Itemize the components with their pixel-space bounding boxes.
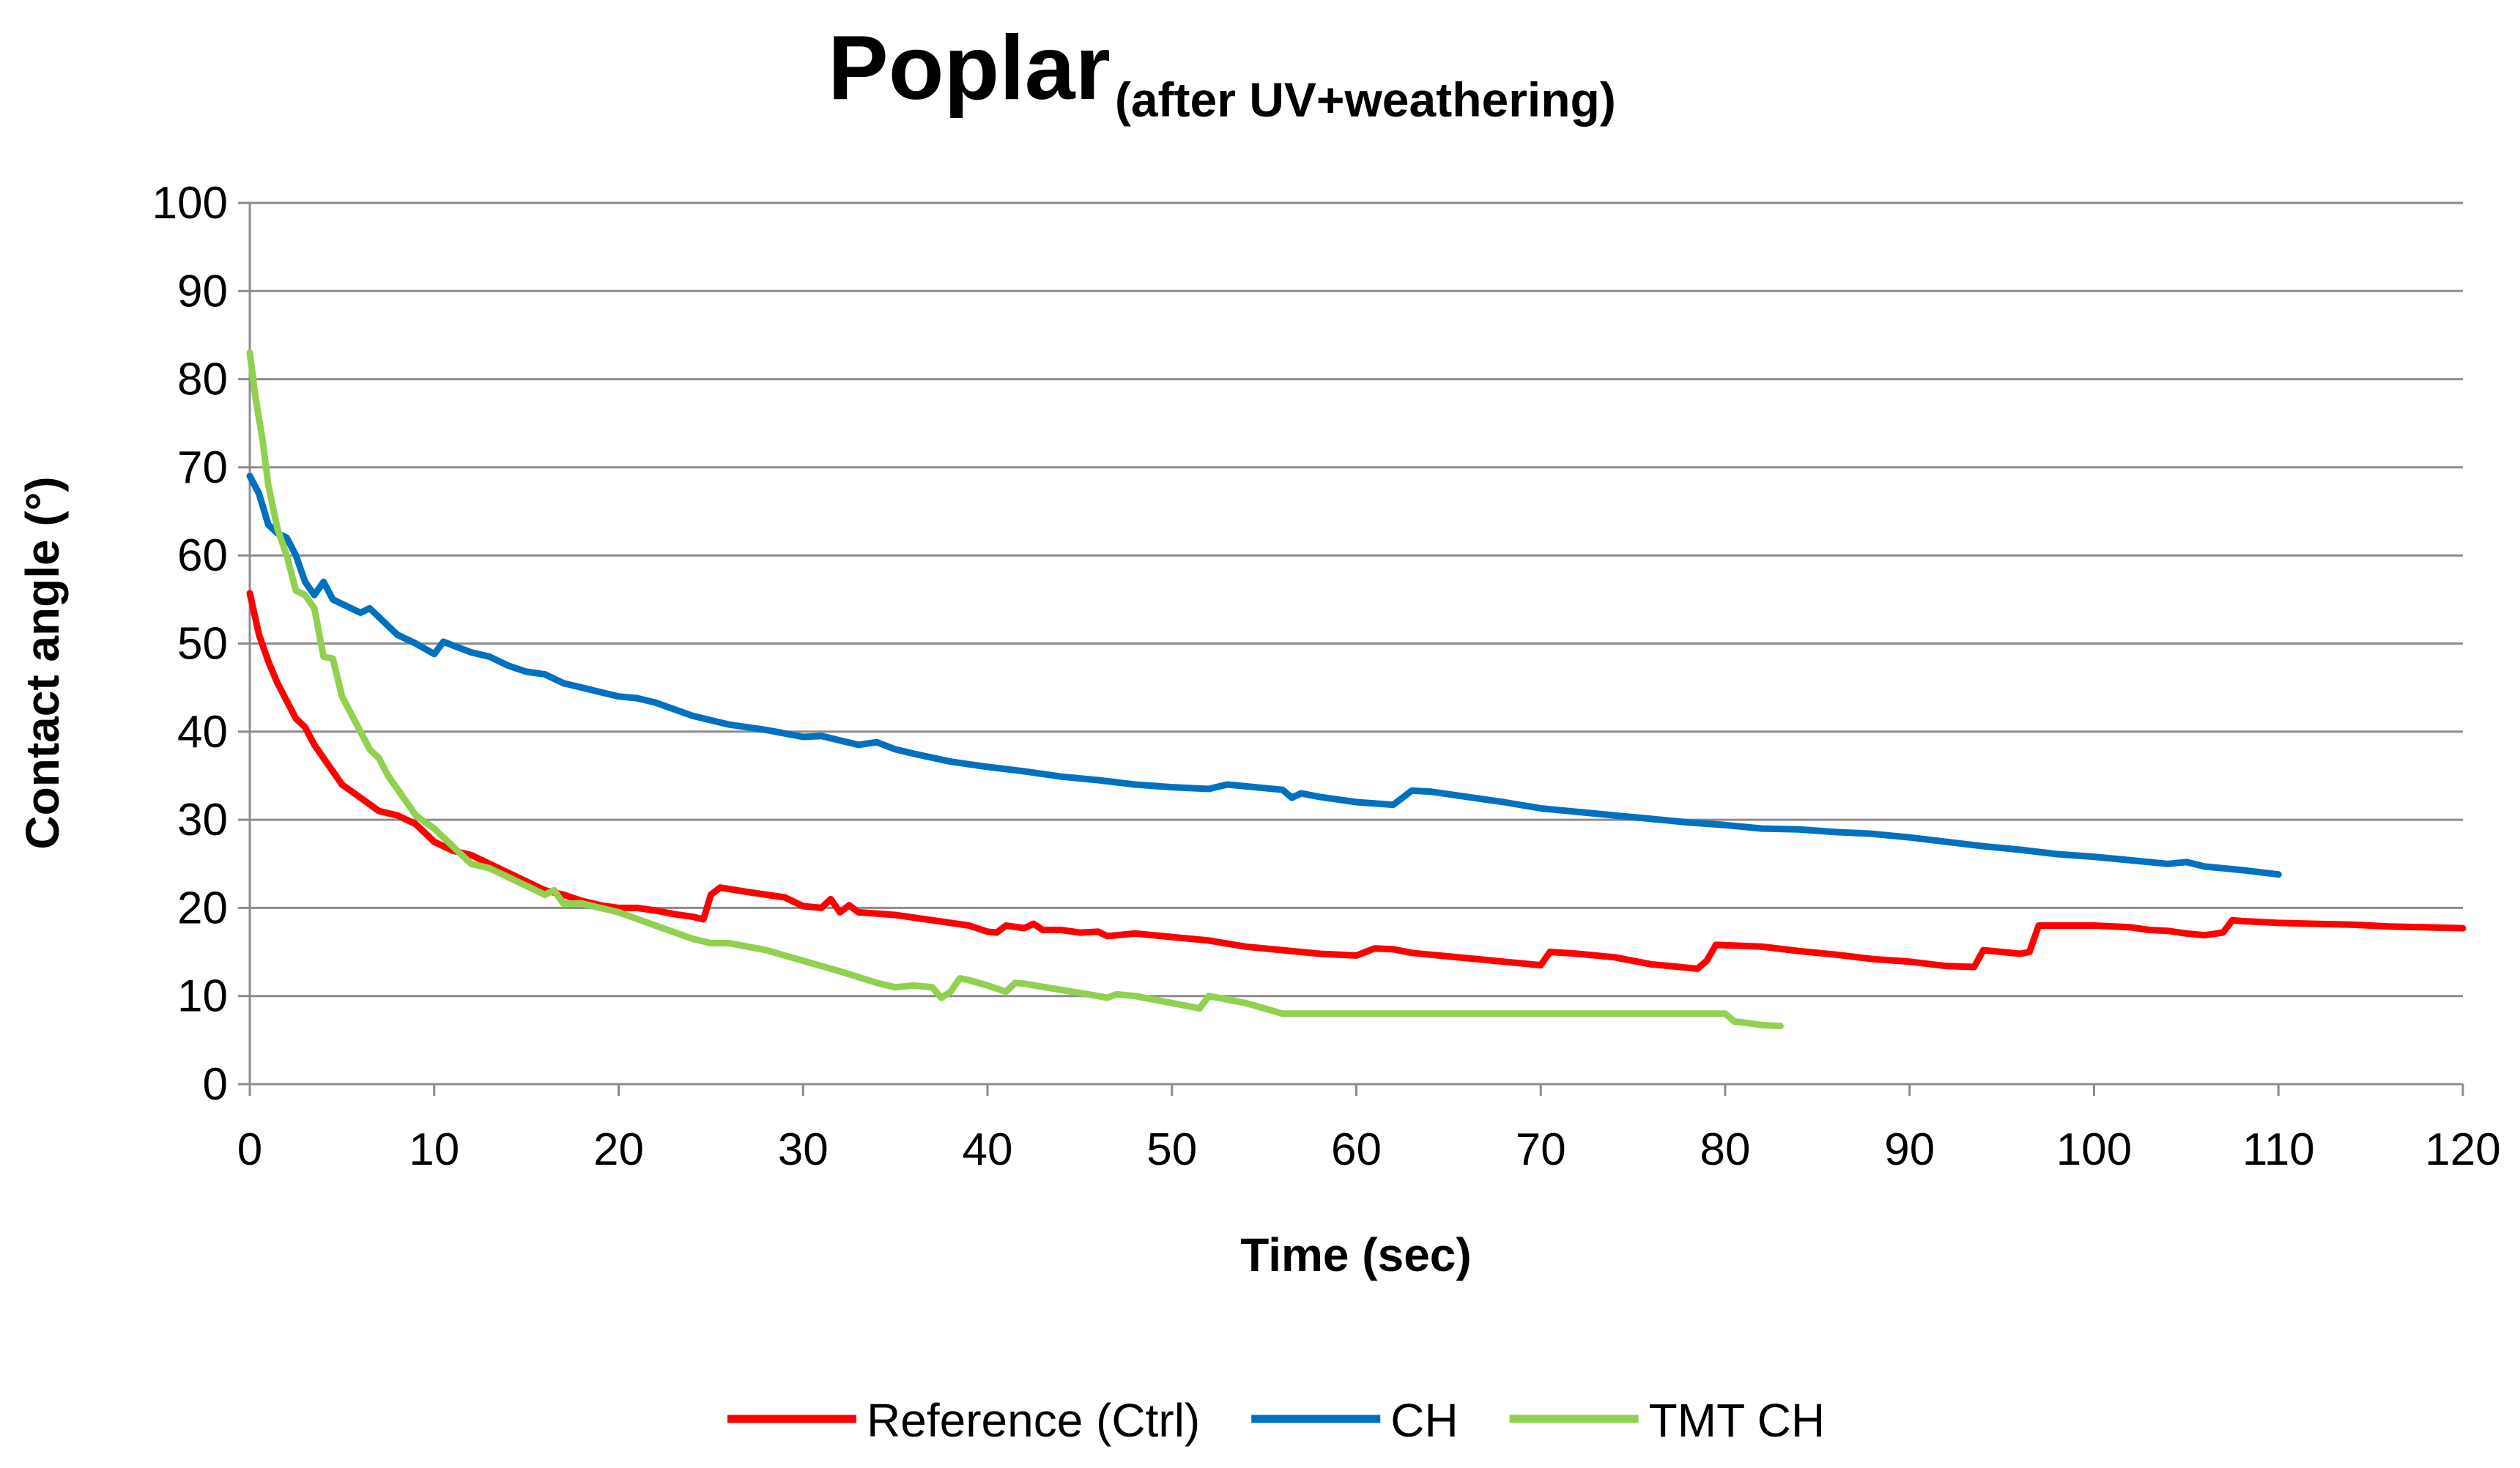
y-axis-label: Contact angle (°) [16,476,69,849]
y-tick-label: 70 [177,442,228,493]
x-tick-label: 20 [593,1124,644,1175]
x-tick-label: 90 [1884,1124,1935,1175]
y-tick-label: 90 [177,266,228,316]
legend-label: TMT CH [1649,1394,1826,1447]
y-tick-label: 10 [177,971,228,1022]
x-tick-label: 30 [778,1124,829,1175]
chart-title-main: Poplar [828,18,1111,119]
chart-title: Poplar(after UV+weathering) [828,18,1616,127]
x-tick-label: 120 [2425,1124,2500,1175]
x-tick-label: 0 [237,1124,262,1175]
y-tick-label: 50 [177,619,228,670]
y-tick-label: 30 [177,795,228,845]
x-axis-tick-labels: 0 10 20 30 40 50 60 70 80 90 100 110 120 [237,1124,2501,1175]
x-tick-label: 110 [2242,1124,2315,1175]
x-tick-label: 100 [2056,1124,2132,1175]
x-axis-label: Time (sec) [1240,1228,1471,1281]
series-line-reference-ctrl [246,590,2467,972]
x-tick-label: 70 [1516,1124,1566,1175]
y-tick-label: 20 [177,883,228,933]
y-tick-label: 100 [152,178,228,229]
legend-label: Reference (Ctrl) [867,1394,1200,1447]
series-line-ch [246,472,2282,878]
y-tick-label: 80 [177,355,228,405]
x-tick-label: 60 [1331,1124,1382,1175]
axes [238,201,2464,1096]
legend: Reference (Ctrl) CH TMT CH [727,1394,1825,1447]
x-tick-label: 80 [1700,1124,1751,1175]
x-tick-label: 10 [409,1124,459,1175]
chart-subtitle: (after UV+weathering) [1115,73,1616,127]
x-tick-label: 50 [1146,1124,1197,1175]
x-tick-label: 40 [963,1124,1013,1175]
y-tick-label: 60 [177,530,228,581]
grid-lines [250,201,2463,998]
y-tick-label: 0 [203,1059,228,1110]
y-tick-label: 40 [177,707,228,757]
series-line-tmt-ch [246,349,1784,1030]
series-lines [246,349,2467,1030]
legend-label: CH [1390,1394,1458,1447]
y-axis-tick-labels: 0 10 20 30 40 50 60 70 80 90 100 [152,178,228,1110]
